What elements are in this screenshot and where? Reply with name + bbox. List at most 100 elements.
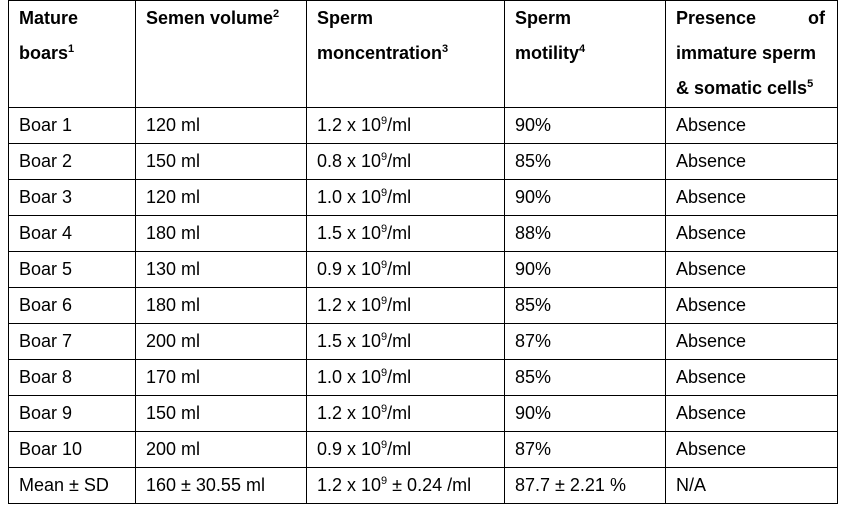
presence-cell: Absence: [665, 395, 838, 432]
boar-cell: Mean ± SD: [8, 467, 136, 504]
motility-cell: 90%: [504, 107, 666, 144]
volume-cell: 180 ml: [135, 287, 307, 324]
concentration-unit: /ml: [387, 223, 412, 243]
concentration-unit: /ml: [387, 439, 412, 459]
volume-cell: 170 ml: [135, 359, 307, 396]
table-row: Boar 7 200 ml 1.5 x 109/ml 87% Absence: [8, 323, 838, 360]
concentration-unit: /ml: [387, 295, 412, 315]
concentration-base: 0.9 x 10: [317, 439, 382, 459]
concentration-cell: 1.5 x 109/ml: [306, 215, 505, 252]
concentration-base: 1.5 x 10: [317, 331, 382, 351]
boar-cell: Boar 3: [8, 179, 136, 216]
concentration-base: 1.2 x 10: [317, 475, 382, 495]
boar-cell: Boar 5: [8, 251, 136, 288]
header-row: Mature boars1 Semen volume2 Sperm moncen…: [8, 0, 838, 108]
concentration-exponent: 9: [381, 259, 388, 271]
concentration-exponent: 9: [381, 223, 388, 235]
header-sperm-concentration: Sperm moncentration3: [306, 0, 505, 108]
volume-cell: 120 ml: [135, 107, 307, 144]
motility-cell: 90%: [504, 251, 666, 288]
concentration-unit: /ml: [387, 115, 412, 135]
motility-cell: 87%: [504, 323, 666, 360]
concentration-unit: /ml: [387, 187, 412, 207]
concentration-cell: 1.2 x 109/ml: [306, 107, 505, 144]
concentration-base: 0.9 x 10: [317, 259, 382, 279]
concentration-cell: 0.9 x 109/ml: [306, 431, 505, 468]
table-row: Boar 4 180 ml 1.5 x 109/ml 88% Absence: [8, 215, 838, 252]
boar-cell: Boar 9: [8, 395, 136, 432]
header-sperm-motility: Sperm motility4: [504, 0, 666, 108]
concentration-cell: 0.9 x 109/ml: [306, 251, 505, 288]
volume-cell: 120 ml: [135, 179, 307, 216]
concentration-exponent: 9: [381, 475, 388, 487]
table-row: Boar 1 120 ml 1.2 x 109/ml 90% Absence: [8, 107, 838, 144]
concentration-exponent: 9: [381, 403, 388, 415]
concentration-base: 1.2 x 10: [317, 115, 382, 135]
motility-cell: 88%: [504, 215, 666, 252]
semen-quality-table: Mature boars1 Semen volume2 Sperm moncen…: [8, 0, 838, 504]
table-row: Mean ± SD 160 ± 30.55 ml 1.2 x 109 ± 0.24 …: [8, 467, 838, 504]
volume-cell: 200 ml: [135, 431, 307, 468]
header-semen-volume: Semen volume2: [135, 0, 307, 108]
concentration-base: 1.2 x 10: [317, 403, 382, 423]
presence-cell: N/A: [665, 467, 838, 504]
table-row: Boar 3 120 ml 1.0 x 109/ml 90% Absence: [8, 179, 838, 216]
motility-cell: 87.7 ± 2.21 %: [504, 467, 666, 504]
boar-cell: Boar 7: [8, 323, 136, 360]
volume-cell: 200 ml: [135, 323, 307, 360]
presence-cell: Absence: [665, 251, 838, 288]
motility-cell: 90%: [504, 179, 666, 216]
concentration-exponent: 9: [381, 151, 388, 163]
boar-cell: Boar 1: [8, 107, 136, 144]
volume-cell: 180 ml: [135, 215, 307, 252]
presence-cell: Absence: [665, 287, 838, 324]
table-row: Boar 5 130 ml 0.9 x 109/ml 90% Absence: [8, 251, 838, 288]
presence-cell: Absence: [665, 143, 838, 180]
volume-cell: 150 ml: [135, 143, 307, 180]
concentration-base: 1.0 x 10: [317, 187, 382, 207]
table-row: Boar 6 180 ml 1.2 x 109/ml 85% Absence: [8, 287, 838, 324]
concentration-cell: 1.2 x 109/ml: [306, 287, 505, 324]
header-mature-boars: Mature boars1: [8, 0, 136, 108]
presence-cell: Absence: [665, 215, 838, 252]
table-row: Boar 10 200 ml 0.9 x 109/ml 87% Absence: [8, 431, 838, 468]
table-row: Boar 9 150 ml 1.2 x 109/ml 90% Absence: [8, 395, 838, 432]
concentration-cell: 1.2 x 109/ml: [306, 395, 505, 432]
boar-cell: Boar 6: [8, 287, 136, 324]
concentration-unit: /ml: [387, 367, 412, 387]
concentration-unit: /ml: [387, 403, 412, 423]
concentration-base: 1.0 x 10: [317, 367, 382, 387]
table-row: Boar 2 150 ml 0.8 x 109/ml 85% Absence: [8, 143, 838, 180]
concentration-base: 1.5 x 10: [317, 223, 382, 243]
volume-cell: 130 ml: [135, 251, 307, 288]
boar-cell: Boar 4: [8, 215, 136, 252]
presence-cell: Absence: [665, 179, 838, 216]
boar-cell: Boar 2: [8, 143, 136, 180]
motility-cell: 85%: [504, 359, 666, 396]
concentration-cell: 1.0 x 109/ml: [306, 179, 505, 216]
concentration-unit: /ml: [387, 151, 412, 171]
presence-cell: Absence: [665, 107, 838, 144]
concentration-unit: /ml: [387, 259, 412, 279]
concentration-cell: 1.0 x 109/ml: [306, 359, 505, 396]
concentration-exponent: 9: [381, 187, 388, 199]
concentration-cell: 1.2 x 109 ± 0.24 /ml: [306, 467, 505, 504]
concentration-exponent: 9: [381, 439, 388, 451]
concentration-exponent: 9: [381, 115, 388, 127]
motility-cell: 87%: [504, 431, 666, 468]
concentration-unit: /ml: [387, 331, 412, 351]
volume-cell: 150 ml: [135, 395, 307, 432]
concentration-cell: 1.5 x 109/ml: [306, 323, 505, 360]
concentration-unit: ± 0.24 /ml: [387, 475, 472, 495]
concentration-base: 1.2 x 10: [317, 295, 382, 315]
concentration-base: 0.8 x 10: [317, 151, 382, 171]
motility-cell: 85%: [504, 287, 666, 324]
motility-cell: 90%: [504, 395, 666, 432]
boar-cell: Boar 10: [8, 431, 136, 468]
concentration-exponent: 9: [381, 331, 388, 343]
boar-cell: Boar 8: [8, 359, 136, 396]
header-presence-immature-somatic: Presence of immature sperm & somatic cell…: [665, 0, 838, 108]
concentration-exponent: 9: [381, 367, 388, 379]
concentration-exponent: 9: [381, 295, 388, 307]
presence-cell: Absence: [665, 359, 838, 396]
